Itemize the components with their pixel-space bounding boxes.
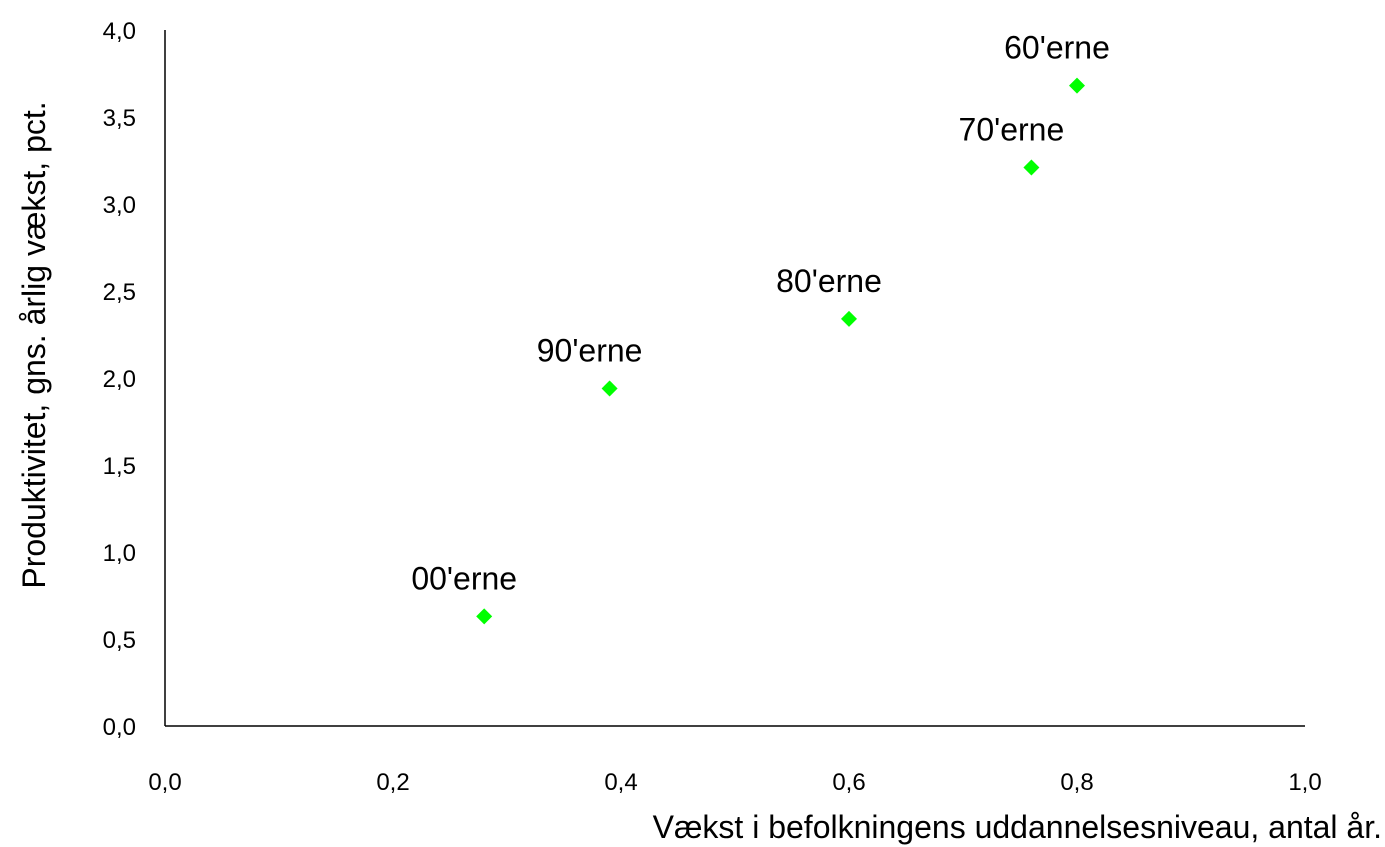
y-tick-labels: 0,0 0,5 1,0 1,5 2,0 2,5 3,0 3,5 4,0 bbox=[103, 18, 136, 741]
x-tick-label: 0,0 bbox=[148, 769, 181, 796]
point-labels: 00'erne 90'erne 80'erne 70'erne 60'erne bbox=[411, 30, 1110, 597]
data-point-marker bbox=[476, 608, 493, 625]
data-point-marker bbox=[1023, 159, 1040, 176]
x-tick-label: 0,2 bbox=[376, 769, 409, 796]
y-tick-label: 0,0 bbox=[103, 714, 136, 741]
data-point-marker bbox=[1069, 77, 1085, 94]
axes bbox=[164, 30, 1305, 727]
y-tick-label: 4,0 bbox=[103, 18, 136, 45]
data-point-label: 00'erne bbox=[411, 560, 517, 596]
data-point-marker bbox=[601, 380, 618, 397]
data-point-marker bbox=[841, 310, 857, 327]
y-tick-label: 3,5 bbox=[103, 105, 136, 132]
y-tick-label: 2,0 bbox=[103, 366, 136, 393]
y-axis-title: Produktivitet, gns. årlig vækst, pct. bbox=[16, 101, 52, 588]
data-point-label: 90'erne bbox=[537, 332, 643, 368]
data-points bbox=[476, 77, 1085, 625]
y-tick-label: 1,5 bbox=[103, 453, 136, 480]
y-tick-label: 2,5 bbox=[103, 279, 136, 306]
x-tick-label: 0,6 bbox=[832, 769, 865, 796]
data-point-label: 70'erne bbox=[959, 111, 1065, 147]
data-point-label: 80'erne bbox=[776, 263, 882, 299]
y-tick-label: 1,0 bbox=[103, 540, 136, 567]
y-tick-label: 0,5 bbox=[103, 627, 136, 654]
x-tick-labels: 0,0 0,2 0,4 0,6 0,8 1,0 bbox=[148, 769, 1321, 796]
x-tick-label: 0,8 bbox=[1060, 769, 1093, 796]
data-point-label: 60'erne bbox=[1004, 30, 1110, 66]
y-tick-label: 3,0 bbox=[103, 192, 136, 219]
x-axis-title: Vækst i befolkningens uddannelsesniveau,… bbox=[653, 809, 1382, 845]
x-tick-label: 1,0 bbox=[1288, 769, 1321, 796]
x-tick-label: 0,4 bbox=[604, 769, 637, 796]
